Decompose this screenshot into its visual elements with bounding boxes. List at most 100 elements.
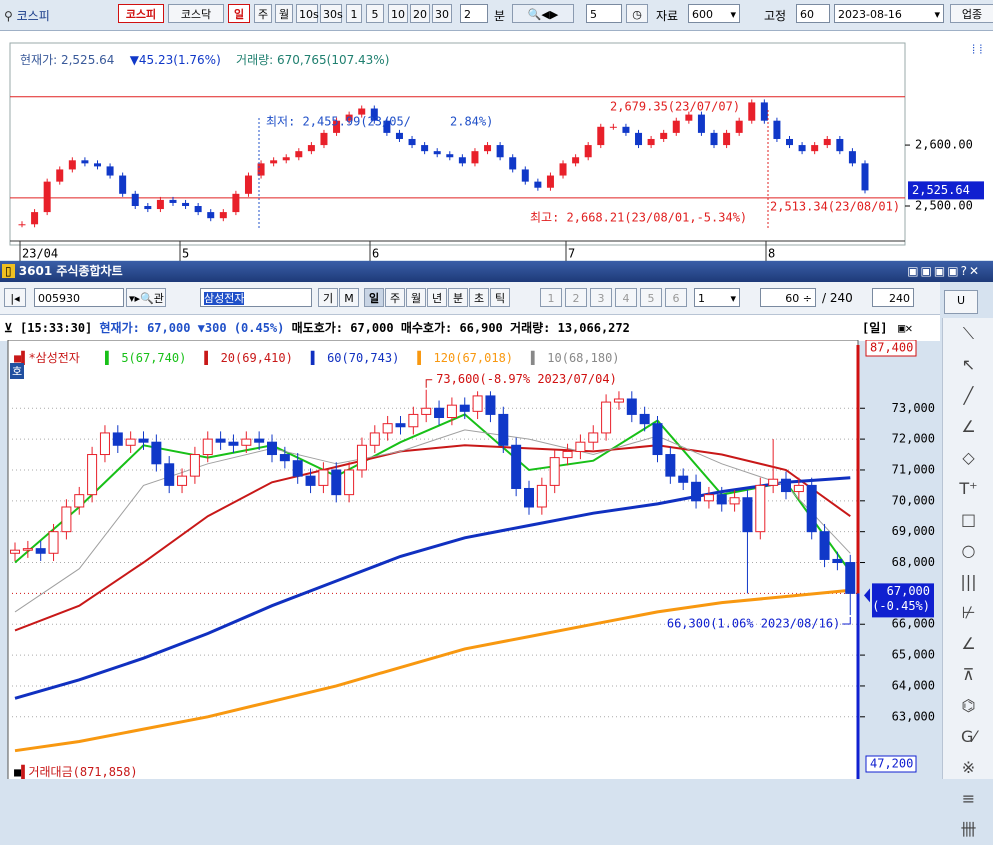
candle-body bbox=[496, 145, 504, 158]
window-controls[interactable]: ▣▣▣▣?✕ bbox=[907, 264, 981, 278]
date-label: 23/04 bbox=[22, 247, 58, 261]
candle-body bbox=[138, 438, 149, 443]
panel-controls[interactable]: ▣✕ bbox=[898, 321, 913, 335]
candle-body bbox=[836, 138, 844, 152]
candle-body bbox=[182, 202, 190, 207]
side-button[interactable]: U bbox=[944, 290, 978, 314]
y-tick-label: 70,000 bbox=[892, 493, 935, 507]
period-type-button[interactable]: M bbox=[339, 288, 359, 307]
y-tick-label: 63,000 bbox=[892, 709, 935, 723]
search-button[interactable]: ▾▸🔍관 bbox=[126, 288, 166, 307]
candle-body bbox=[639, 413, 650, 425]
period-button[interactable]: 4 bbox=[615, 288, 637, 307]
candle-body bbox=[729, 497, 740, 505]
toolbar-button[interactable]: 코스닥 bbox=[168, 4, 224, 23]
candle-body bbox=[685, 114, 693, 121]
max-box bbox=[865, 340, 917, 357]
page: ⚲ 코스피 2 분 🔍◀▶ 5 ◷ 자료 600 ▾ 고정 60 2023-08-… bbox=[0, 4, 993, 839]
zoom-input[interactable]: 60 ÷ bbox=[760, 288, 816, 307]
candle-body bbox=[498, 413, 509, 446]
candle-body bbox=[395, 132, 403, 139]
period-input[interactable]: 1 ▾ bbox=[694, 288, 740, 307]
legend-item: ■▌*삼성전자 bbox=[14, 351, 80, 365]
period-button[interactable]: 2 bbox=[565, 288, 587, 307]
period-type-button[interactable]: 월 bbox=[406, 288, 426, 307]
candle-body bbox=[383, 120, 391, 133]
period-type-button[interactable]: 기 bbox=[318, 288, 338, 307]
toolbar-button[interactable]: 10 bbox=[388, 4, 408, 23]
data-label: 자료 bbox=[656, 9, 679, 23]
toolbar-button[interactable]: 코스피 bbox=[118, 4, 164, 23]
candle-body bbox=[177, 475, 188, 486]
clock-button[interactable]: ◷ bbox=[626, 4, 648, 23]
period-button[interactable]: 5 bbox=[640, 288, 662, 307]
legend-marker: ▌ bbox=[531, 351, 539, 365]
toolbar-button[interactable]: 월 bbox=[275, 4, 293, 23]
candle-body bbox=[781, 478, 791, 493]
candle-body bbox=[471, 151, 479, 164]
candle-body bbox=[735, 120, 743, 133]
candle-body bbox=[156, 199, 164, 210]
candle-body bbox=[370, 108, 378, 121]
toolbar-button[interactable]: 20 bbox=[410, 4, 430, 23]
toolbar-button[interactable]: 주 bbox=[254, 4, 272, 23]
candle-body bbox=[472, 395, 483, 412]
period-button[interactable]: 1 bbox=[540, 288, 562, 307]
minute-input[interactable]: 2 bbox=[460, 4, 488, 23]
candle-body bbox=[279, 454, 290, 462]
toolbar-button[interactable]: 일 bbox=[228, 4, 250, 23]
zoom-total-input[interactable]: 240 bbox=[872, 288, 914, 307]
nav-buttons[interactable]: 🔍◀▶ bbox=[512, 4, 574, 23]
candle-body bbox=[622, 126, 630, 133]
data-input[interactable]: 600 ▾ bbox=[688, 4, 740, 23]
toolbar-button[interactable]: 5 bbox=[366, 4, 384, 23]
name-input[interactable]: 삼성전자 bbox=[200, 288, 312, 307]
toolbar-button[interactable]: 30s bbox=[320, 4, 343, 23]
candle-body bbox=[244, 175, 252, 194]
name-value: 삼성전자 bbox=[204, 292, 245, 305]
candle-body bbox=[254, 438, 265, 443]
period-type-button[interactable]: 년 bbox=[427, 288, 447, 307]
period-type-button[interactable]: 주 bbox=[385, 288, 405, 307]
candle-body bbox=[10, 549, 20, 554]
toolbar-button[interactable]: 30 bbox=[432, 4, 452, 23]
badge: 호 bbox=[10, 363, 25, 379]
candle-body bbox=[56, 169, 64, 182]
count-input[interactable]: 5 bbox=[586, 4, 622, 23]
first-button[interactable]: |◂ bbox=[4, 288, 26, 307]
candle-body bbox=[307, 145, 315, 152]
period-type-button[interactable]: 일 bbox=[364, 288, 384, 307]
index-chart: 2,600.00 2,500.00 2,679.35(23/07/07) 최저: 2,… bbox=[9, 42, 984, 262]
date-input[interactable]: 2023-08-16 ▾ bbox=[834, 4, 944, 23]
period-type-button[interactable]: 분 bbox=[448, 288, 468, 307]
candle-body bbox=[68, 160, 76, 170]
period-button[interactable]: 6 bbox=[665, 288, 687, 307]
date-label: 6 bbox=[372, 247, 379, 261]
candle-body bbox=[395, 423, 406, 428]
legend-item: ▌ 60(70,743) bbox=[311, 351, 408, 365]
sector-button[interactable]: 업종 bbox=[950, 4, 993, 23]
fixed-input[interactable]: 60 bbox=[796, 4, 830, 23]
legend-name: 20(69,410) bbox=[220, 351, 293, 365]
candle-body bbox=[270, 160, 278, 164]
candle-body bbox=[848, 151, 856, 164]
window-title-bar: ▯ 3601 주식종합차트 ▣▣▣▣?✕ bbox=[0, 261, 993, 282]
toolbar-button[interactable]: 1 bbox=[346, 4, 362, 23]
period-type-button[interactable]: 틱 bbox=[490, 288, 510, 307]
code-input[interactable]: 005930 bbox=[34, 288, 124, 307]
candle-body bbox=[811, 145, 819, 152]
candle-body bbox=[48, 531, 59, 554]
candle-body bbox=[768, 478, 779, 486]
candle-body bbox=[232, 193, 240, 213]
period-button[interactable]: 3 bbox=[590, 288, 612, 307]
candle-body bbox=[584, 145, 592, 158]
candle-body bbox=[219, 212, 227, 219]
candle-body bbox=[358, 108, 366, 115]
annotation-leader bbox=[425, 379, 433, 388]
drawing-tools[interactable]: ⟍ ↖ ╱ ∠ ◇ T⁺ □ ○ ||| ⊬ ∠ ⊼ ⌬ G⁄ ※ ≡ 卌 bbox=[942, 318, 993, 839]
period-type-button[interactable]: 초 bbox=[469, 288, 489, 307]
candle-body bbox=[665, 454, 676, 477]
annotation: 최저: 2,455.99(23/05/ bbox=[266, 115, 411, 129]
toolbar-button[interactable]: 10s bbox=[296, 4, 319, 23]
market-label[interactable]: ⚲ 코스피 bbox=[4, 9, 50, 23]
